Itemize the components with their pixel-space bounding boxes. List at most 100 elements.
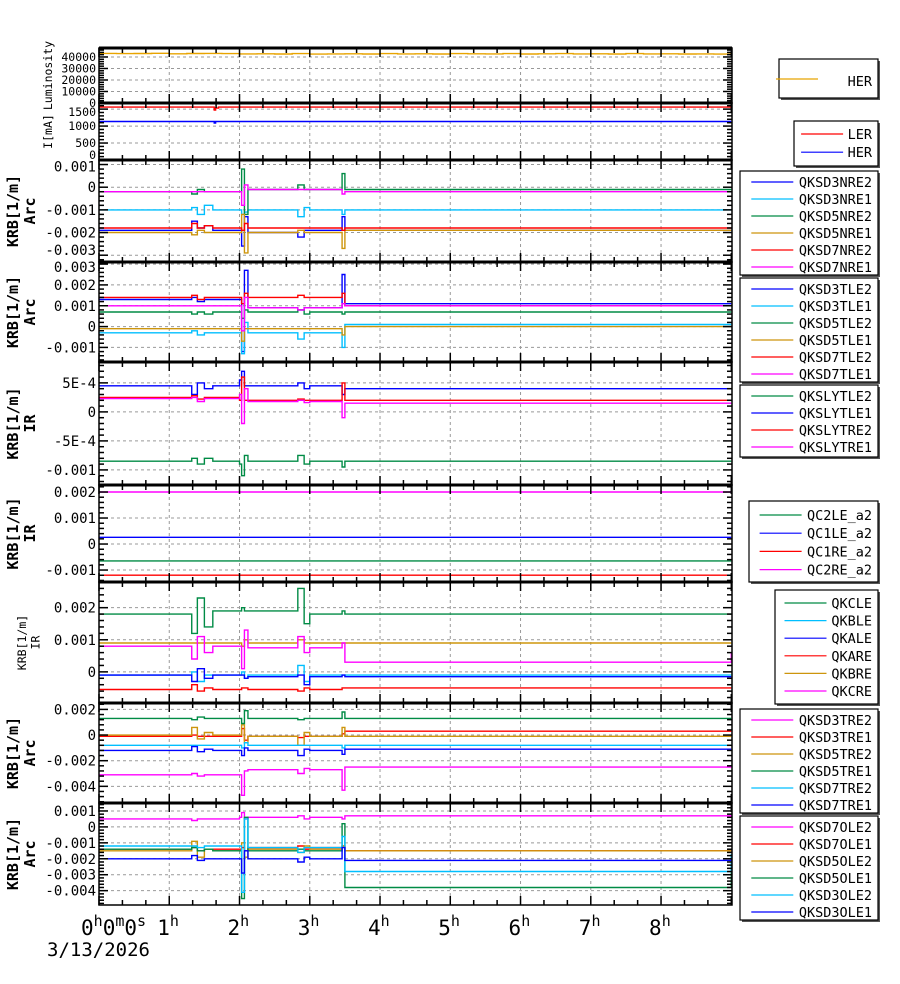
y-axis-label: Arc: [21, 739, 39, 766]
y-tick-label: 0: [88, 537, 96, 553]
y-tick-label: 0: [88, 728, 96, 744]
series-line-QKSLYTLE2: [99, 454, 732, 477]
legend-box: [739, 277, 879, 383]
y-tick-label: 20000: [61, 73, 96, 87]
y-axis-label: Luminosity: [41, 41, 55, 110]
legend-label: LER: [848, 127, 873, 143]
series-line-LER: [99, 106, 732, 111]
y-tick-label: -0.002: [45, 852, 96, 868]
y-tick-label: -0.001: [45, 563, 96, 579]
y-axis-label: I[mA]: [41, 114, 55, 149]
legend-label: QKSD7TRE1: [799, 798, 872, 814]
y-axis-label: KRB[1/m]: [15, 615, 29, 670]
panel-ir-qc: 0.002 0.001 0 -0.001 KRB[1/m] IR: [4, 483, 733, 583]
y-axis-label: IR: [21, 414, 39, 433]
legend-arc-nre: QKSD3NRE2QKSD3NRE1QKSD5NRE2QKSD5NRE1QKSD…: [739, 170, 880, 277]
legend-label: QKARE: [831, 649, 872, 665]
legend-label: QKSLYTRE1: [799, 440, 872, 456]
y-tick-label: -0.001: [45, 463, 96, 479]
y-axis-label: KRB[1/m]: [4, 818, 22, 890]
series-line-QKSD7NRE2: [99, 222, 732, 232]
legend-label: QKSLYTLE2: [799, 389, 872, 405]
y-axis-label: KRB[1/m]: [4, 175, 22, 247]
y-axis-label: KRB[1/m]: [4, 717, 22, 789]
y-axis-label: IR: [29, 636, 43, 650]
x-tick-label: 3h: [298, 912, 320, 940]
y-tick-label: 500: [75, 136, 96, 150]
legend-label: QKSD3NRE1: [799, 192, 872, 208]
series-line-QKSD3TLE1: [99, 321, 732, 355]
x-tick-label: 8h: [649, 912, 671, 940]
y-tick-label: 10000: [61, 84, 96, 98]
series-line-QKSD5OLE1: [99, 816, 732, 900]
legend-label: QKSD5TLE1: [799, 333, 872, 349]
legend-label: QKSD3TRE1: [799, 730, 872, 746]
y-tick-label: -0.002: [45, 754, 96, 770]
series-line-QKSD5TLE2: [99, 309, 732, 319]
series-line-QKSD7NRE1: [99, 184, 732, 207]
legend-label: HER: [848, 145, 873, 161]
legend-label: QKSD7TRE2: [799, 781, 872, 797]
legend-label: QKSLYTLE1: [799, 406, 872, 422]
legend-label: QKSD3NRE2: [799, 175, 872, 191]
y-tick-label: 30000: [61, 61, 96, 75]
legend-box: [739, 170, 879, 276]
series-line-QKSD7TLE1: [99, 296, 732, 332]
series-line-QKSD5TRE1: [99, 710, 732, 725]
series-line-QKSD5OLE2: [99, 840, 732, 858]
y-tick-label: 0: [88, 665, 96, 681]
panel-arc-tle: 0.003 0.002 0.001 0 -0.001 KRB[1/m] Arc: [4, 260, 733, 363]
y-tick-label: 0: [89, 96, 96, 110]
legend-label: QKBLE: [831, 614, 872, 630]
series-line-QKCLE: [99, 587, 732, 635]
y-tick-label: -5E-4: [54, 434, 96, 450]
series-line-HER: [99, 52, 732, 55]
panel-ir-qk: 0.002 0.001 0 KRB[1/m] IR: [15, 580, 733, 704]
series-line-QKSD3NRE2: [99, 215, 732, 247]
legend-label: QKSD5OLE2: [799, 854, 872, 870]
series-line-HER: [99, 120, 732, 124]
y-axis-label: IR: [21, 524, 39, 543]
series-line-QKSD5NRE1: [99, 213, 732, 254]
legend-box: [739, 708, 879, 814]
legend-label: QC2RE_a2: [807, 563, 872, 579]
legend-label: QKSD5NRE1: [799, 226, 872, 242]
series-line-QKSD7TRE1: [99, 745, 732, 757]
legend-label: QKSD3OLE1: [799, 905, 872, 921]
series-line-QKSD3TLE2: [99, 269, 732, 353]
y-tick-label: 0.002: [54, 601, 96, 617]
y-tick-label: 0.002: [54, 702, 96, 718]
y-tick-label: 40000: [61, 50, 96, 64]
y-tick-label: 0: [88, 320, 96, 336]
legend-label: QKSD7OLE2: [799, 820, 872, 836]
legend-label: QKBRE: [831, 666, 872, 682]
plot-frame: [98, 47, 733, 104]
y-tick-label: -0.004: [45, 779, 96, 795]
legend-label: QKSD3TLE1: [799, 299, 872, 315]
x-tick-label: 5h: [438, 912, 460, 940]
series-line-QKSD5TLE1: [99, 325, 732, 342]
series-line-QKSLYTRE1: [99, 388, 732, 425]
y-tick-label: 0.002: [54, 485, 96, 501]
legend-ir-qc: QC2LE_a2 QC1LE_a2 QC1RE_a2 QC2RE_a2: [748, 500, 880, 584]
series-line-QKSD3NRE1: [99, 204, 732, 218]
y-tick-label: 0.001: [54, 804, 96, 820]
series-line-QKSD7OLE2: [99, 811, 732, 822]
legend-label: QKSD3OLE2: [799, 888, 872, 904]
series-line-QKSD3OLE1: [99, 846, 732, 874]
y-axis-label: KRB[1/m]: [4, 276, 22, 348]
legend-label: QKCRE: [831, 684, 872, 700]
y-tick-label: 0.001: [54, 633, 96, 649]
x-tick-label: 1h: [157, 912, 179, 940]
y-tick-label: -0.004: [45, 884, 96, 900]
y-axis-label: Arc: [21, 840, 39, 867]
legend-label: QKSD5NRE2: [799, 209, 872, 225]
series-line-QKCRE: [99, 629, 732, 670]
legend-her-lumi: HER: [776, 58, 880, 100]
legend-box: [739, 384, 879, 458]
